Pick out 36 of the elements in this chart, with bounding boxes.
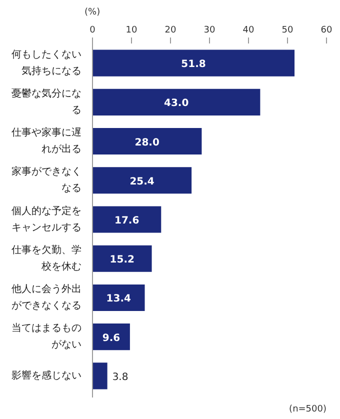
y-tick-label: 家事ができなくなる <box>12 166 82 194</box>
data-label: 13.4 <box>106 294 132 305</box>
bar <box>92 167 192 194</box>
text: (n=500) <box>289 404 327 414</box>
y-tick-label: 仕事を欠勤、学校を休む <box>12 244 82 272</box>
x-tick-label: 10 <box>126 26 138 36</box>
x-tick-label: 60 <box>320 26 332 36</box>
y-tick-label: 他人に会う外出ができなくなる <box>12 282 82 312</box>
data-label: 43.0 <box>164 98 189 110</box>
y-tick-label: 憂鬱な気分になる <box>12 87 82 116</box>
data-label: 51.8 <box>181 59 206 70</box>
x-tick-label: 20 <box>164 26 176 36</box>
bar <box>92 362 108 390</box>
y-tick-label: 影響を感じない <box>12 369 82 382</box>
x-tick-label: 40 <box>242 26 254 36</box>
bar <box>92 128 202 155</box>
y-tick-label: 個人的な予定をキャンセルする <box>12 204 82 234</box>
y-tick-label: 仕事や家事に遅れが出る <box>12 126 82 156</box>
bar <box>92 50 295 76</box>
x-axis-title: (%) <box>84 8 100 18</box>
bar <box>92 206 162 233</box>
data-label: 9.6 <box>102 332 120 344</box>
data-label: 15.2 <box>110 254 135 266</box>
x-tick-label: 0 <box>90 26 96 36</box>
bar <box>92 245 152 272</box>
bar <box>92 88 260 116</box>
y-tick-label: 何もしたくない気持ちになる <box>12 49 82 77</box>
x-tick-label: 30 <box>204 26 216 36</box>
bar <box>92 324 130 350</box>
data-label: 28.0 <box>134 137 160 148</box>
y-tick-label: 当てはまるものがない <box>12 322 82 351</box>
data-label: 3.8 <box>112 372 128 383</box>
x-tick-label: 50 <box>282 26 294 36</box>
bar <box>92 284 145 312</box>
data-label: 25.4 <box>130 176 154 188</box>
data-label: 17.6 <box>114 216 140 226</box>
